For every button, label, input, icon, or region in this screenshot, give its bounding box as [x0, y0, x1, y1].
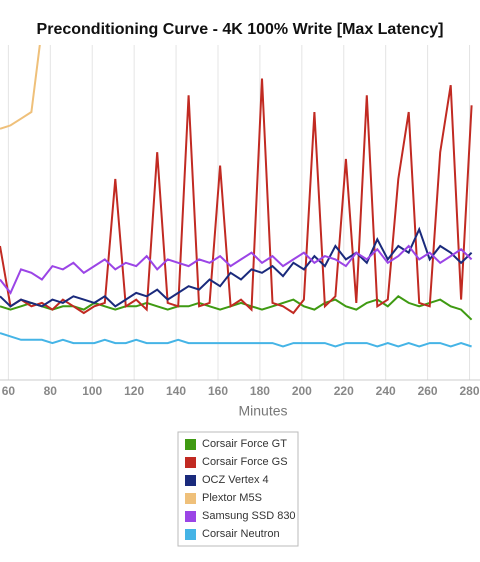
series-line: [0, 244, 473, 295]
x-tick-label: 220: [334, 384, 354, 398]
legend-label: Corsair Force GT: [202, 438, 287, 450]
legend-label: Corsair Force GS: [202, 456, 288, 468]
x-tick-label: 100: [82, 384, 102, 398]
series-line: [0, 295, 473, 321]
legend-swatch: [185, 493, 196, 504]
series-line: [0, 226, 473, 308]
x-tick-label: 60: [2, 384, 16, 398]
x-tick-label: 120: [124, 384, 144, 398]
series-line: [0, 45, 41, 130]
legend-label: Corsair Neutron: [202, 528, 280, 540]
x-tick-label: 260: [418, 384, 438, 398]
legend-swatch: [185, 529, 196, 540]
legend-label: Samsung SSD 830: [202, 510, 296, 522]
legend-label: Plextor M5S: [202, 492, 262, 504]
x-tick-label: 180: [250, 384, 270, 398]
chart-title: Preconditioning Curve - 4K 100% Write [M…: [37, 21, 444, 38]
legend-label: OCZ Vertex 4: [202, 474, 269, 486]
x-tick-label: 160: [208, 384, 228, 398]
legend-swatch: [185, 511, 196, 522]
plot-area: [0, 45, 473, 348]
x-tick-label: 140: [166, 384, 186, 398]
legend-swatch: [185, 475, 196, 486]
x-tick-label: 200: [292, 384, 312, 398]
series-line: [0, 332, 472, 348]
x-tick-label: 280: [460, 384, 480, 398]
x-axis-label: Minutes: [238, 403, 287, 419]
x-tick-label: 240: [376, 384, 396, 398]
x-tick-label: 80: [44, 384, 58, 398]
legend: [177, 431, 299, 547]
legend-swatch: [185, 457, 196, 468]
legend-swatch: [185, 439, 196, 450]
series-line: [0, 78, 473, 315]
